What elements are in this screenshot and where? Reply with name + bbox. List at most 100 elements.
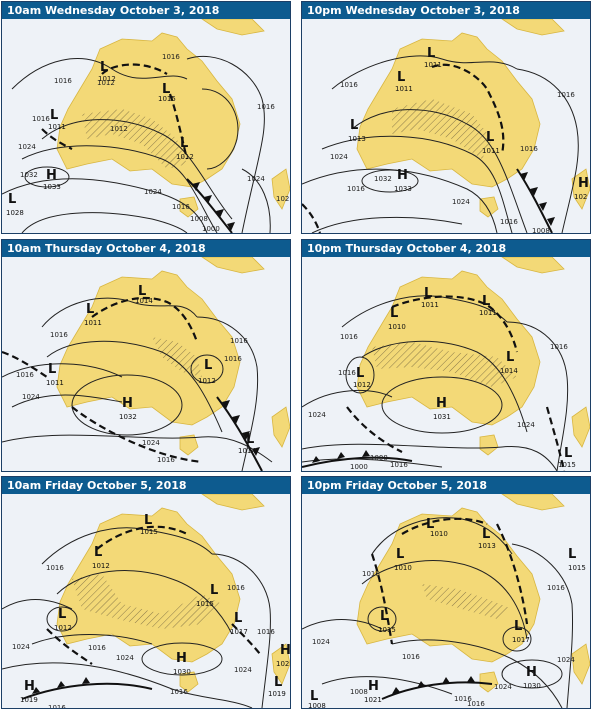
low-pressure-system: L 1014 bbox=[238, 432, 256, 455]
isobar-label: 1024 bbox=[12, 643, 30, 651]
high-pressure-system: H 1032 bbox=[119, 396, 137, 421]
low-symbol: L bbox=[350, 118, 358, 133]
low-symbol: L bbox=[396, 547, 404, 562]
isobar-label: 1016 bbox=[454, 695, 472, 703]
low-symbol: L bbox=[397, 70, 405, 85]
new-guinea bbox=[501, 19, 565, 36]
cold-front bbox=[516, 168, 553, 233]
pressure-value: 1011 bbox=[84, 319, 102, 327]
new-zealand bbox=[271, 643, 290, 685]
low-pressure-system: L 1011 bbox=[424, 46, 442, 69]
low-symbol: L bbox=[58, 607, 66, 622]
isobar-label: 1016 bbox=[157, 456, 175, 464]
isobar-label: 1016 bbox=[557, 91, 575, 99]
pressure-value: 1015 bbox=[140, 528, 158, 536]
high-pressure-system: H 102 bbox=[276, 643, 290, 668]
pressure-value: 1015 bbox=[378, 626, 396, 634]
high-pressure-system: H 102 bbox=[574, 176, 589, 201]
low-pressure-system: L 1012 bbox=[98, 60, 116, 83]
isobar-label: 1000 bbox=[202, 225, 220, 233]
pressure-value: 1032 bbox=[119, 413, 137, 421]
low-symbol: L bbox=[246, 432, 254, 447]
low-symbol: L bbox=[514, 619, 522, 634]
new-zealand bbox=[571, 406, 590, 448]
isobar bbox=[46, 606, 78, 632]
low-symbol: L bbox=[564, 446, 572, 461]
low-pressure-system: L 1017 bbox=[512, 619, 530, 644]
panel-title: 10am Thursday October 4, 2018 bbox=[2, 240, 290, 257]
low-symbol: L bbox=[506, 350, 514, 365]
isobar-label: 1032 bbox=[374, 175, 392, 183]
low-pressure-system: L 1015 bbox=[568, 547, 586, 572]
panel-title: 10am Wednesday October 3, 2018 bbox=[2, 2, 290, 19]
isobar-label: 1016 bbox=[88, 644, 106, 652]
low-symbol: L bbox=[310, 689, 318, 704]
pressure-value: 1017 bbox=[230, 628, 248, 636]
trough-line bbox=[96, 525, 188, 550]
front-marker bbox=[32, 687, 40, 694]
isobar bbox=[302, 168, 498, 233]
low-symbol: L bbox=[180, 136, 188, 151]
isobar-label: 1024 bbox=[494, 683, 512, 691]
low-symbol: L bbox=[482, 294, 490, 309]
isobar bbox=[141, 642, 223, 676]
new-guinea bbox=[201, 19, 265, 36]
isobar-label: 1024 bbox=[308, 411, 326, 419]
isobar-label: 1008 bbox=[370, 454, 388, 462]
new-guinea bbox=[501, 494, 565, 511]
isobar bbox=[361, 340, 528, 433]
high-symbol: H bbox=[280, 643, 290, 658]
isobar bbox=[2, 178, 208, 233]
pressure-value: 1012 bbox=[198, 377, 216, 385]
isobar bbox=[2, 599, 73, 610]
pressure-value: 1012 bbox=[98, 75, 116, 83]
pressure-value: 1011 bbox=[395, 85, 413, 93]
isobar bbox=[41, 119, 233, 220]
pressure-value: 1008 bbox=[308, 702, 326, 708]
high-symbol: H bbox=[526, 665, 537, 680]
isobar bbox=[24, 166, 70, 188]
cold-front bbox=[21, 682, 153, 700]
synoptic-map: 1016 1016 1024 1016 1024 1016 1024 1016 … bbox=[302, 494, 590, 708]
low-pressure-system: L 1015 bbox=[196, 583, 218, 608]
cold-front bbox=[186, 178, 233, 233]
low-pressure-system: L 1015 bbox=[558, 446, 576, 469]
isobar bbox=[341, 295, 508, 328]
isobar-label: 1012 bbox=[110, 125, 128, 133]
high-symbol: H bbox=[578, 176, 589, 191]
high-symbol: H bbox=[436, 396, 447, 411]
new-zealand bbox=[571, 643, 590, 685]
low-pressure-system: L 1011 bbox=[84, 302, 102, 327]
isobar bbox=[190, 354, 224, 384]
pressure-value: 1014 bbox=[500, 367, 518, 375]
isobar bbox=[302, 389, 393, 408]
chart-panel-fri-10pm: 10pm Friday October 5, 2018 bbox=[301, 476, 591, 709]
isobar-label: 1016 bbox=[48, 704, 66, 708]
high-pressure-system: H 1033 bbox=[43, 168, 61, 191]
isobar-label: 1016 bbox=[16, 371, 34, 379]
isobar-label: 1024 bbox=[312, 638, 330, 646]
isobar-label: 1016 bbox=[227, 584, 245, 592]
pressure-value: 1015 bbox=[196, 600, 214, 608]
front-marker bbox=[337, 452, 345, 459]
high-symbol: H bbox=[368, 679, 379, 694]
chart-panel-wed-10am: 10am Wednesday October 3, 2018 bbox=[1, 1, 291, 234]
front-marker bbox=[222, 400, 230, 409]
low-pressure-system: L 1012 bbox=[353, 366, 371, 389]
isobar bbox=[2, 363, 123, 378]
isobar-label: 1008 bbox=[350, 688, 368, 696]
map-svg: 1016 1012 1016 1016 1024 1016 1032 1024 … bbox=[2, 19, 290, 233]
isobar bbox=[501, 659, 563, 689]
isobar-label: 1016 bbox=[257, 628, 275, 636]
trough-line bbox=[2, 350, 48, 378]
isobar-label: 1016 bbox=[54, 77, 72, 85]
low-pressure-system: L 1028 bbox=[6, 192, 24, 217]
pressure-value: 102 bbox=[276, 660, 289, 668]
isobar-label: 1016 bbox=[224, 355, 242, 363]
pressure-value: 1019 bbox=[268, 690, 286, 698]
hatched-area bbox=[422, 584, 512, 619]
low-symbol: L bbox=[100, 60, 108, 75]
isobar-label: 1024 bbox=[234, 666, 252, 674]
hatched-area bbox=[372, 342, 517, 387]
panel-title: 10am Friday October 5, 2018 bbox=[2, 477, 290, 494]
